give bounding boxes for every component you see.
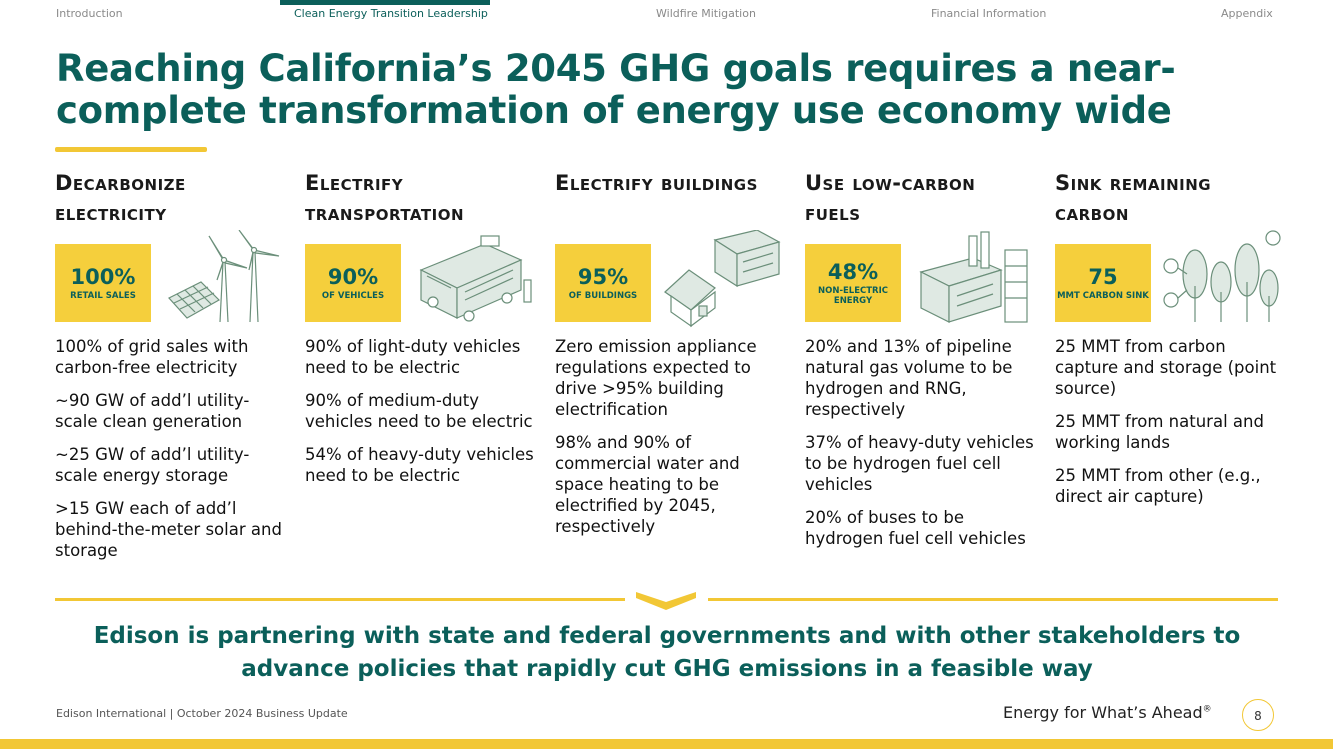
footer-source: Edison International | October 2024 Busi… [56,707,348,720]
column-heading: Electrify buildings [555,171,758,195]
electric-bus-icon [419,235,532,322]
bullet-list: 20% and 13% of pipeline natural gas volu… [805,336,1037,561]
bullet-item: >15 GW each of add’l behind-the-meter so… [55,499,282,560]
column-decarbonize: Decarbonize electricity 100% RETAIL SALE… [55,168,287,560]
stat-box: 48% NON-ELECTRIC ENERGY [805,244,901,322]
column-buildings: Electrify buildings 95% OF BUILDINGS Zer… [555,168,787,536]
stat-box: 100% RETAIL SALES [55,244,151,322]
bottom-accent-bar [0,739,1333,749]
title-underline [55,147,207,152]
page-number: 8 [1242,699,1274,731]
stat-value: 75 [1088,265,1118,289]
divider-left [55,598,625,601]
column-low-carbon-fuels: Use low-carbon fuels 48% NON-ELECTRIC EN… [805,168,1037,548]
bullet-item: Zero emission appliance regulations expe… [555,337,757,419]
bullet-item: 20% of buses to be hydrogen fuel cell ve… [805,508,1026,548]
stat-caption: NON-ELECTRIC ENERGY [818,286,888,306]
active-tab-indicator [280,0,490,5]
page-title: Reaching California’s 2045 GHG goals req… [56,47,1176,132]
stat-value: 100% [70,265,136,289]
stat-value: 95% [577,265,629,289]
bullet-item: 25 MMT from carbon capture and storage (… [1055,337,1277,398]
wind-solar-icon [168,230,280,323]
bullet-item: 90% of light-duty vehicles need to be el… [305,337,521,377]
bullet-item: 98% and 90% of commercial water and spac… [555,433,740,536]
column-heading: Electrify transportation [305,171,464,225]
buildings-icon [664,230,781,328]
bullet-list: 25 MMT from carbon capture and storage (… [1055,336,1287,519]
bullet-list: Zero emission appliance regulations expe… [555,336,787,549]
bullet-item: 90% of medium-duty vehicles need to be e… [305,391,533,431]
bullet-item: 25 MMT from other (e.g., direct air capt… [1055,466,1261,506]
trees-co2-icon [1163,230,1281,322]
callout-statement: Edison is partnering with state and fede… [93,623,1241,682]
column-heading: Sink remaining carbon [1055,171,1212,225]
bullet-item: ~25 GW of add’l utility-scale energy sto… [55,445,250,485]
stat-value: 90% [327,265,379,289]
nav-introduction[interactable]: Introduction [56,7,123,20]
stat-value: 48% [827,260,879,284]
bullet-item: ~90 GW of add’l utility-scale clean gene… [55,391,250,431]
top-nav: Introduction Clean Energy Transition Lea… [0,0,1333,26]
column-heading: Decarbonize electricity [55,171,186,225]
stat-caption: RETAIL SALES [70,291,136,301]
stat-caption: OF VEHICLES [321,291,385,301]
bullet-item: 20% and 13% of pipeline natural gas volu… [805,337,1013,419]
bullet-list: 90% of light-duty vehicles need to be el… [305,336,537,498]
nav-clean-energy[interactable]: Clean Energy Transition Leadership [294,7,488,20]
bullet-item: 37% of heavy-duty vehicles to be hydroge… [805,433,1034,494]
tagline-text: Energy for What’s Ahead [1003,703,1203,722]
nav-financial[interactable]: Financial Information [931,7,1047,20]
bullet-item: 100% of grid sales with carbon-free elec… [55,337,249,377]
chevron-down-icon [636,592,696,610]
stat-caption: MMT CARBON SINK [1057,291,1149,301]
column-transportation: Electrify transportation 90% OF VEHICLES… [305,168,537,485]
stat-box: 75 MMT CARBON SINK [1055,244,1151,322]
stat-box: 95% OF BUILDINGS [555,244,651,322]
registered-mark: ® [1202,704,1212,715]
column-sink-carbon: Sink remaining carbon 75 MMT CARBON SINK… [1055,168,1287,506]
nav-appendix[interactable]: Appendix [1221,7,1273,20]
stat-box: 90% OF VEHICLES [305,244,401,322]
bullet-item: 54% of heavy-duty vehicles need to be el… [305,445,534,485]
footer-tagline: Energy for What’s Ahead® [1003,703,1212,722]
nav-wildfire[interactable]: Wildfire Mitigation [656,7,756,20]
bullet-list: 100% of grid sales with carbon-free elec… [55,336,287,573]
divider-right [708,598,1278,601]
factory-icon [919,231,1028,323]
stat-caption: OF BUILDINGS [568,291,638,301]
column-heading: Use low-carbon fuels [805,171,976,225]
bullet-item: 25 MMT from natural and working lands [1055,412,1264,452]
